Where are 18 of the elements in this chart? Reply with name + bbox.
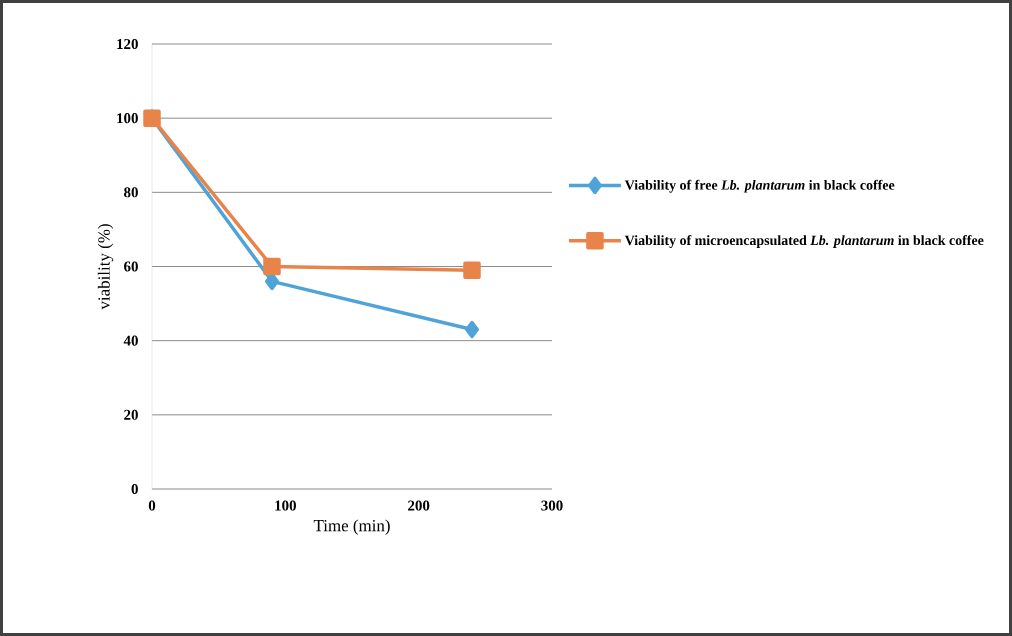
point [465, 320, 479, 339]
y-tick-label: 40 [123, 335, 138, 346]
x-tick-label: 300 [541, 500, 563, 511]
y-tick-label: 60 [124, 261, 138, 272]
y-axis-title: viability (%) [97, 224, 114, 310]
point [463, 261, 481, 279]
x-tick-label: 0 [148, 500, 156, 511]
y-tick-label: 80 [124, 187, 138, 198]
x-axis-title: Time (min) [313, 519, 390, 535]
y-tick-label: 0 [131, 483, 138, 495]
y-tick-label: 120 [117, 38, 138, 50]
y-tick-label: 20 [124, 409, 138, 420]
y-tick-label: 100 [117, 113, 138, 124]
x-tick-label: 200 [408, 500, 430, 511]
x-tick-label: 100 [275, 500, 296, 511]
legend-label: Viability of microencapsulated Lb. plantarum in black coffee [624, 235, 984, 248]
point [263, 257, 281, 276]
legend-label: Viability of free Lb. plantarum in black coffee [624, 179, 895, 193]
